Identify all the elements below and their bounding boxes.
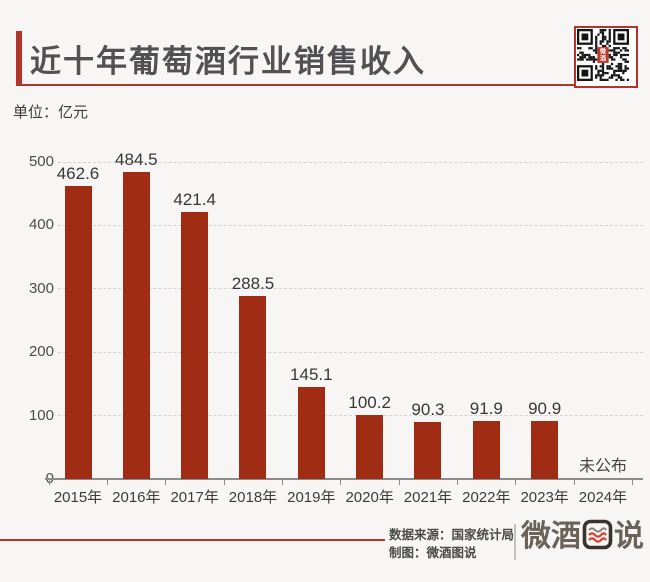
- svg-text:酒: 酒: [600, 55, 606, 63]
- bar-value-label: 90.9: [528, 399, 562, 419]
- bar: [122, 171, 150, 479]
- bar-value-label: 91.9: [469, 398, 503, 418]
- chart-credit-label: 制图：微酒图说: [389, 546, 477, 560]
- missing-data-label: 未公布: [578, 458, 627, 475]
- qr-center-label: 微: [599, 48, 607, 56]
- bar: [64, 185, 92, 479]
- y-axis-label: 500: [28, 153, 54, 170]
- bar-value-label: 288.5: [231, 274, 275, 294]
- x-axis-tick: [223, 479, 225, 485]
- qr-pattern-icon: 微酒: [577, 29, 629, 81]
- gridline: [58, 415, 643, 417]
- bar-value-label: 484.5: [115, 149, 158, 169]
- brand-logo: 微酒说: [521, 518, 644, 556]
- logo-character: 酒: [551, 520, 581, 553]
- bar-value-label: 462.6: [56, 163, 100, 183]
- x-axis-label: 2020年: [345, 489, 394, 506]
- x-axis-label: 2016年: [112, 489, 161, 506]
- y-axis-label: 100: [28, 406, 54, 424]
- unit-label: 单位：亿元: [13, 104, 89, 121]
- bar: [414, 421, 442, 479]
- logo-waves-icon: [582, 518, 613, 556]
- x-axis-tick: [457, 479, 459, 485]
- footer-accent-line: [0, 539, 385, 541]
- x-axis-tick: [632, 479, 634, 485]
- x-axis-label: 2022年: [462, 489, 511, 506]
- bar-value-label: 421.4: [173, 189, 216, 209]
- y-axis-label: 400: [28, 216, 54, 234]
- gridline: [58, 224, 643, 226]
- page-title: 近十年葡萄酒行业销售收入: [30, 44, 426, 79]
- x-axis-line: [45, 478, 643, 480]
- x-axis-label: 2017年: [170, 489, 219, 506]
- gridline: [58, 351, 643, 353]
- bar: [531, 421, 559, 479]
- bar: [181, 211, 209, 479]
- x-axis-tick: [48, 479, 50, 485]
- gridline: [58, 161, 643, 163]
- bar: [239, 296, 267, 479]
- x-axis-label: 2015年: [53, 489, 103, 506]
- x-axis-tick: [282, 479, 284, 485]
- bar: [356, 415, 384, 479]
- gridline: [58, 288, 643, 290]
- x-axis-tick: [573, 479, 575, 485]
- title-accent-bar: [16, 31, 22, 84]
- x-axis-tick: [107, 479, 109, 485]
- data-source-label: 数据来源：国家统计局: [389, 528, 515, 542]
- y-axis-label: 200: [28, 343, 54, 361]
- bar: [472, 420, 500, 479]
- footer-divider: [514, 524, 516, 560]
- x-axis-tick: [398, 479, 400, 485]
- bar: [297, 387, 325, 479]
- y-axis-label: 300: [28, 279, 54, 297]
- x-axis-label: 2023年: [520, 489, 569, 506]
- bar-value-label: 90.3: [411, 399, 445, 419]
- x-axis-label: 2019年: [287, 489, 336, 506]
- title-underline: [16, 84, 636, 86]
- qr-code: 微酒: [574, 26, 638, 88]
- logo-character: 说: [614, 520, 644, 553]
- x-axis-label: 2024年: [578, 489, 628, 506]
- x-axis-tick: [515, 479, 517, 485]
- x-axis-label: 2021年: [403, 489, 453, 506]
- logo-character: 微: [521, 520, 551, 553]
- bar-value-label: 100.2: [348, 393, 391, 413]
- x-axis-tick: [165, 479, 167, 485]
- x-axis-label: 2018年: [228, 489, 278, 506]
- x-axis-tick: [340, 479, 342, 485]
- bar-value-label: 145.1: [290, 365, 333, 384]
